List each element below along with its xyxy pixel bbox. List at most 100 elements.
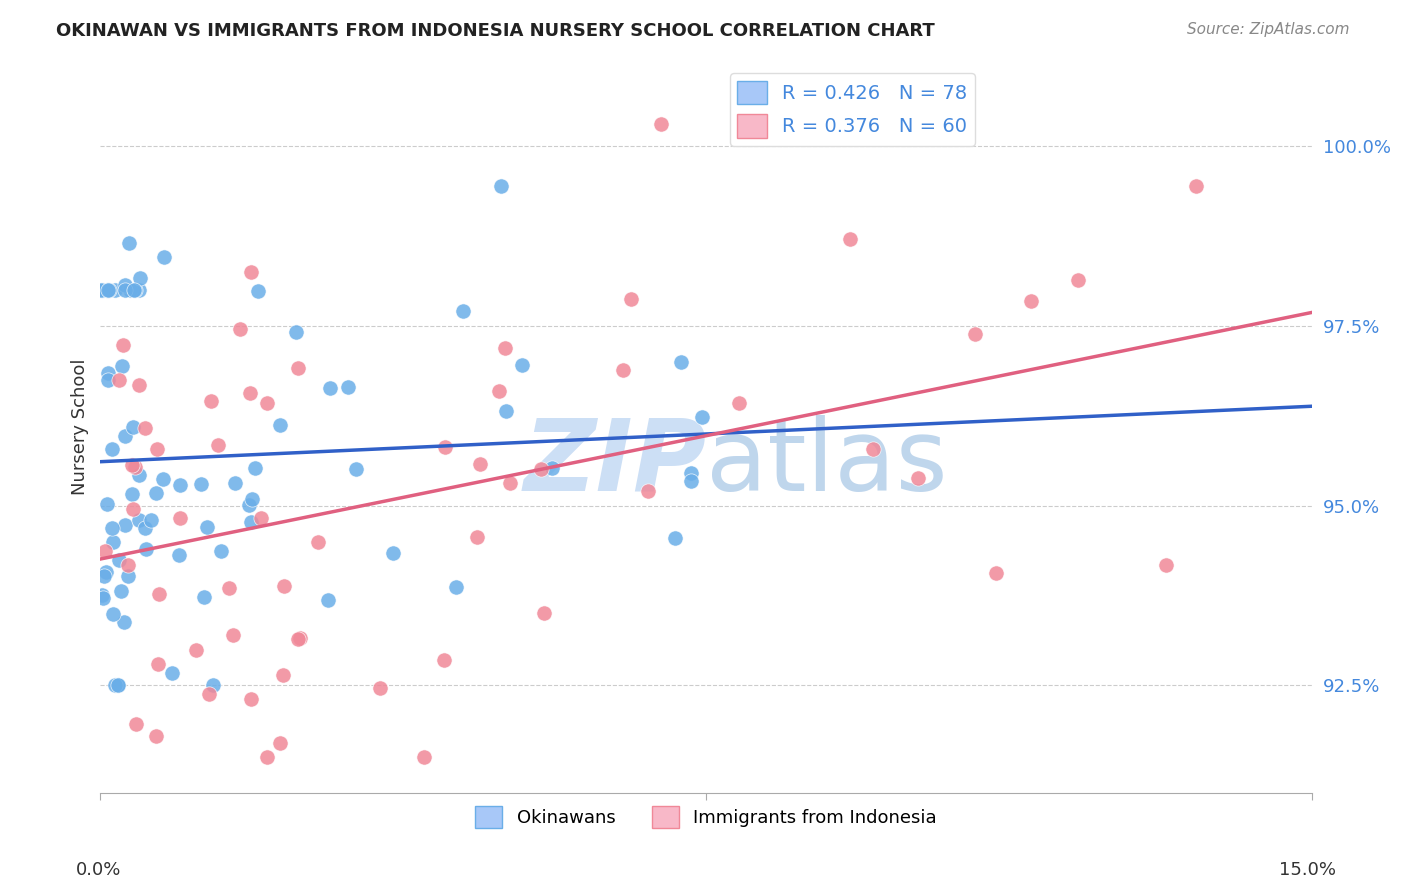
Text: ZIP: ZIP	[523, 415, 706, 512]
Point	[228, 322, 250, 336]
Point	[256, 396, 278, 410]
Point	[242, 492, 264, 507]
Point	[533, 606, 555, 620]
Point	[121, 486, 143, 500]
Point	[91, 283, 114, 297]
Point	[110, 359, 132, 374]
Point	[93, 568, 115, 582]
Point	[145, 486, 167, 500]
Point	[169, 478, 191, 492]
Point	[612, 363, 634, 377]
Point	[97, 283, 120, 297]
Point	[285, 325, 308, 339]
Point	[153, 250, 176, 264]
Point	[465, 530, 488, 544]
Point	[152, 472, 174, 486]
Point	[118, 235, 141, 250]
Text: Source: ZipAtlas.com: Source: ZipAtlas.com	[1187, 22, 1350, 37]
Point	[451, 303, 474, 318]
Point	[307, 535, 329, 549]
Point	[963, 326, 986, 341]
Point	[319, 381, 342, 395]
Point	[412, 750, 434, 764]
Point	[122, 283, 145, 297]
Point	[124, 459, 146, 474]
Point	[128, 283, 150, 297]
Point	[107, 553, 129, 567]
Point	[195, 520, 218, 534]
Point	[97, 283, 120, 297]
Point	[112, 615, 135, 629]
Point	[117, 568, 139, 582]
Point	[344, 462, 367, 476]
Point	[984, 566, 1007, 580]
Point	[269, 417, 291, 432]
Point	[290, 631, 312, 645]
Point	[91, 588, 114, 602]
Point	[128, 467, 150, 482]
Point	[432, 653, 454, 667]
Point	[488, 384, 510, 398]
Point	[510, 358, 533, 372]
Point	[101, 607, 124, 621]
Point	[101, 442, 124, 457]
Point	[664, 531, 686, 545]
Point	[250, 511, 273, 525]
Point	[530, 461, 553, 475]
Point	[145, 442, 167, 456]
Point	[907, 471, 929, 485]
Point	[107, 372, 129, 386]
Point	[121, 502, 143, 516]
Point	[727, 395, 749, 409]
Point	[620, 292, 643, 306]
Point	[690, 410, 713, 425]
Point	[96, 283, 118, 297]
Text: 0.0%: 0.0%	[76, 861, 121, 879]
Point	[239, 264, 262, 278]
Point	[190, 476, 212, 491]
Point	[238, 499, 260, 513]
Point	[104, 678, 127, 692]
Point	[91, 591, 114, 605]
Point	[256, 750, 278, 764]
Point	[271, 667, 294, 681]
Text: 15.0%: 15.0%	[1279, 861, 1336, 879]
Point	[167, 549, 190, 563]
Point	[240, 691, 263, 706]
Point	[499, 476, 522, 491]
Point	[101, 521, 124, 535]
Point	[94, 565, 117, 579]
Point	[148, 657, 170, 671]
Point	[681, 466, 703, 480]
Point	[169, 511, 191, 525]
Point	[637, 483, 659, 498]
Point	[121, 458, 143, 473]
Point	[1019, 294, 1042, 309]
Point	[1185, 179, 1208, 194]
Point	[239, 386, 262, 401]
Point	[148, 587, 170, 601]
Point	[243, 461, 266, 475]
Point	[198, 687, 221, 701]
Point	[134, 521, 156, 535]
Point	[494, 341, 516, 355]
Y-axis label: Nursery School: Nursery School	[72, 359, 89, 495]
Point	[218, 581, 240, 595]
Point	[96, 283, 118, 297]
Point	[224, 475, 246, 490]
Point	[104, 283, 127, 297]
Point	[193, 591, 215, 605]
Point	[114, 278, 136, 293]
Point	[541, 461, 564, 475]
Point	[97, 373, 120, 387]
Point	[90, 283, 112, 297]
Point	[269, 736, 291, 750]
Point	[316, 593, 339, 607]
Point	[862, 442, 884, 457]
Point	[239, 515, 262, 529]
Point	[1156, 558, 1178, 573]
Point	[446, 580, 468, 594]
Point	[287, 632, 309, 646]
Point	[247, 284, 270, 298]
Point	[107, 678, 129, 692]
